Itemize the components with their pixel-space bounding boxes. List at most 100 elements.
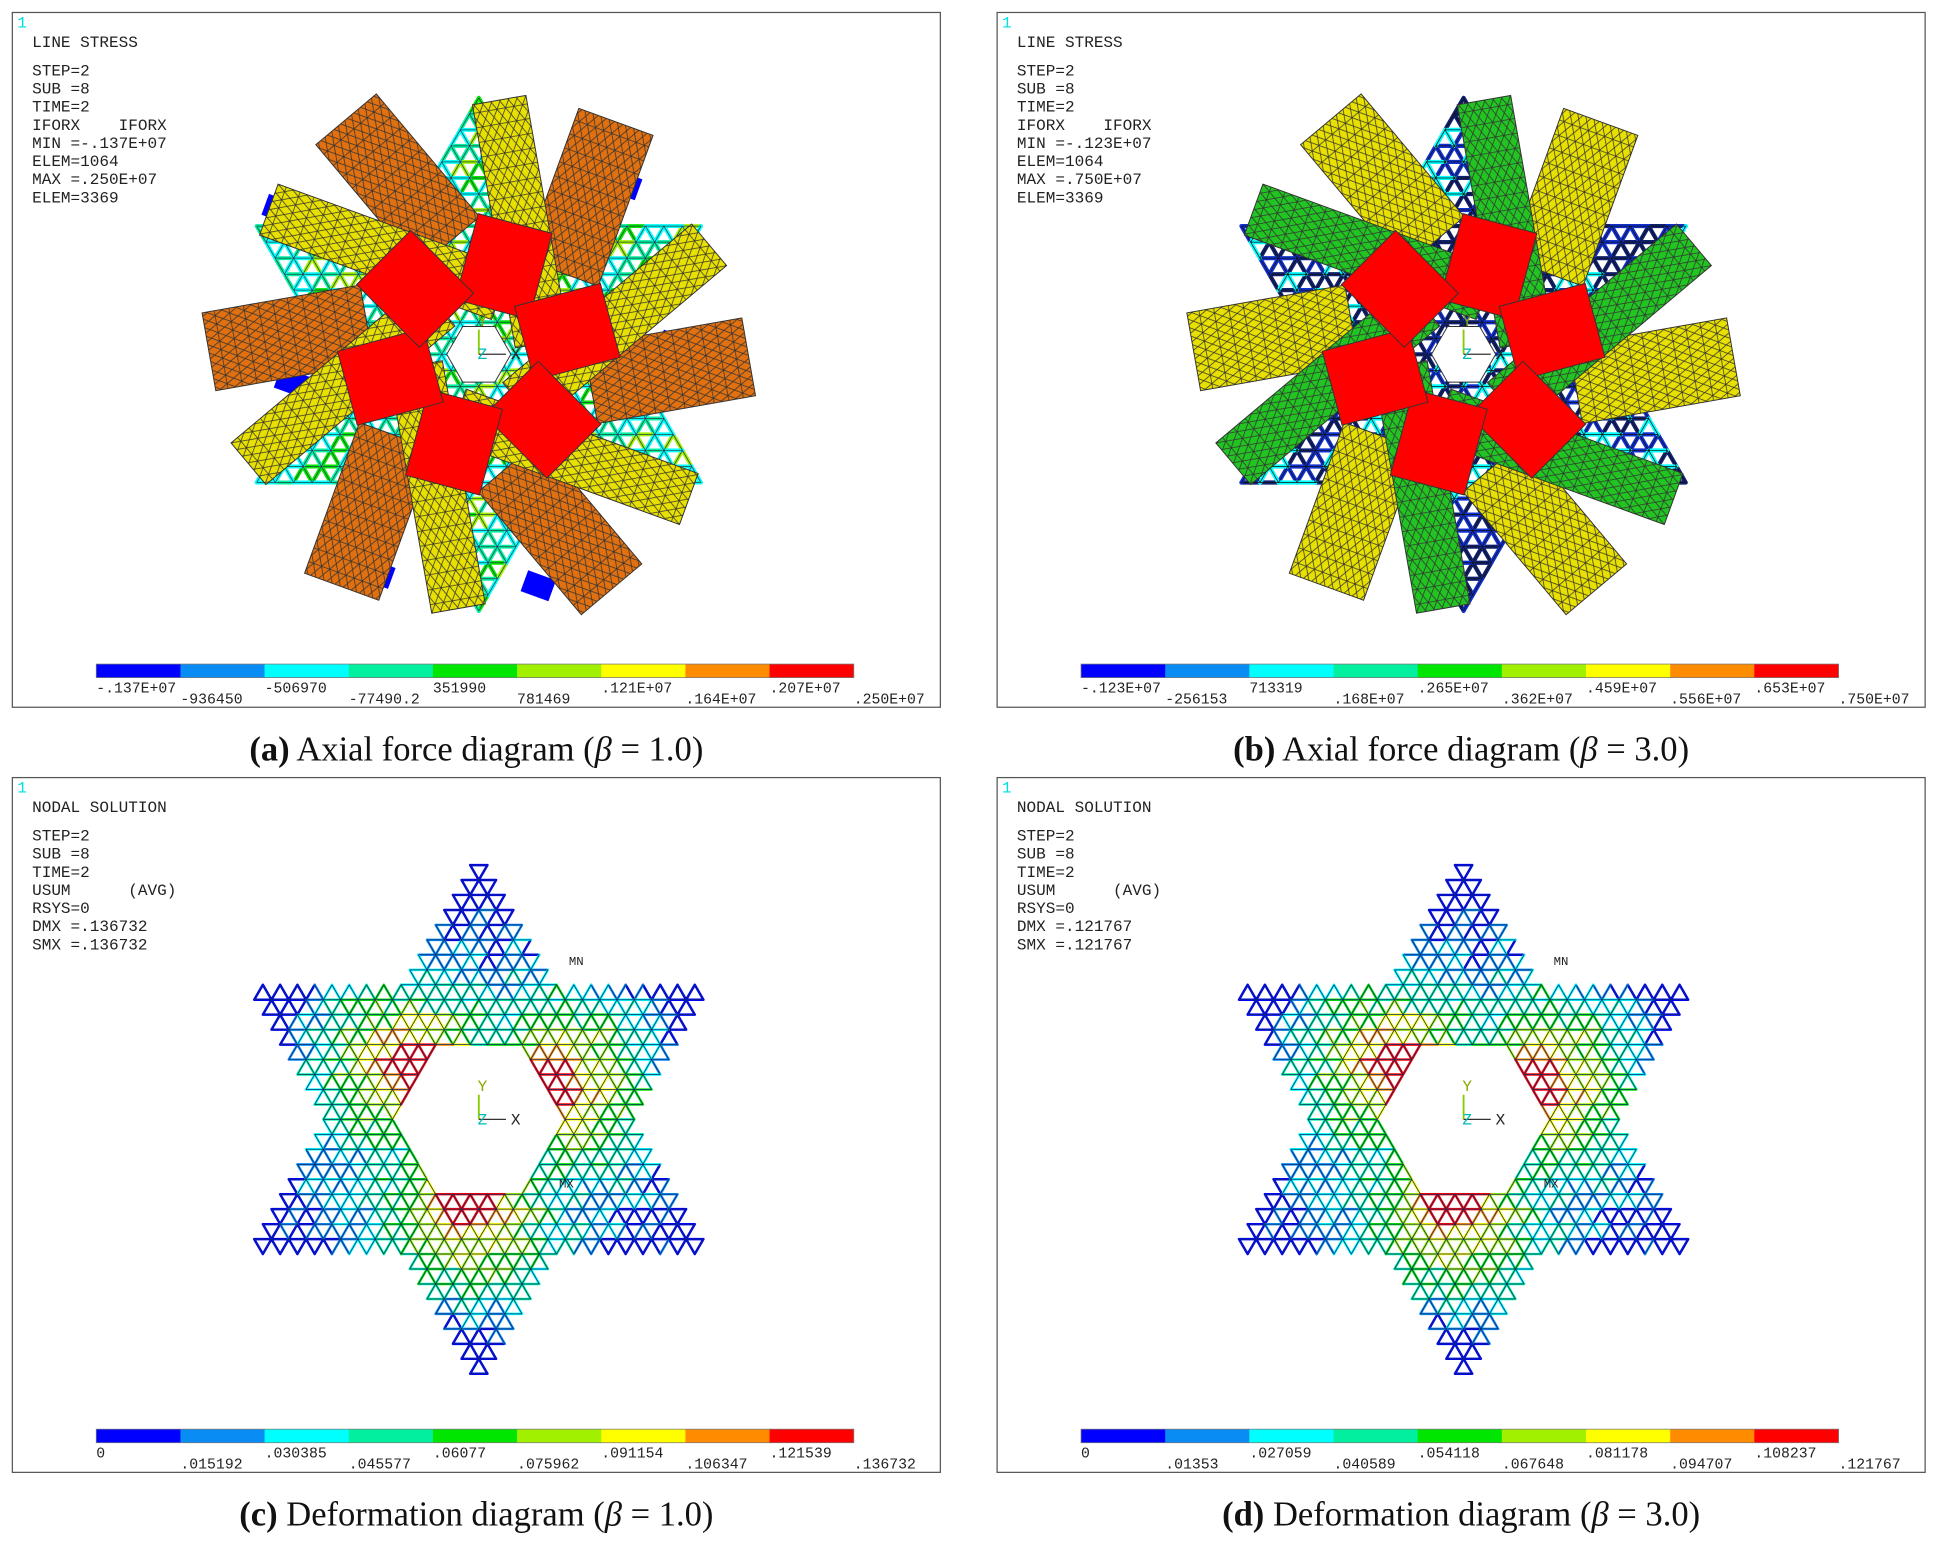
legend-swatch [96,1429,181,1443]
legend-label: .075962 [517,1458,579,1474]
info-line: SUB =8 [32,846,90,864]
legend-swatch [1081,1429,1166,1443]
info-line: TIME=2 [32,99,90,117]
mesh-edges [1238,864,1689,1375]
core-panel [513,282,621,381]
info-line: ELEM=1064 [1017,153,1104,171]
triad-label: Y [1462,1078,1472,1096]
info-line: SMX =.136732 [32,936,147,954]
legend-label: .091154 [601,1447,663,1463]
legend-label: .027059 [1249,1447,1311,1463]
legend-label: .06077 [433,1447,486,1463]
legend-swatch [601,1429,686,1443]
corner-number: 1 [1002,14,1012,32]
info-line: ELEM=1064 [32,153,119,171]
info-line: TIME=2 [32,864,90,882]
legend-label: -.123E+07 [1081,681,1161,697]
info-line: STEP=2 [1017,62,1075,80]
info-line: RSYS=0 [32,900,90,918]
core-panel [1439,212,1538,320]
info-line: ELEM=3369 [32,189,119,207]
info-line: SUB =8 [32,81,90,99]
legend-swatch [432,1429,518,1443]
member-band-fill [1462,441,1627,615]
legend-swatch [685,664,770,678]
legend-swatch [1333,1429,1419,1443]
info-line: USUM (AVG) [1017,882,1161,900]
triad-label: Y [478,1078,488,1096]
legend-label: .168E+07 [1334,693,1405,709]
legend-label: -506970 [265,681,327,697]
info-line: IFORX IFORX [32,117,167,135]
legend-label: 0 [1081,1447,1090,1463]
legend-label: -77490.2 [349,693,420,709]
mesh-edges [253,864,704,1375]
member-band-fill [1373,360,1470,614]
core-panel [336,327,444,426]
triad-label: X [511,1111,521,1129]
info-line: TIME=2 [1017,99,1075,117]
legend-label: .362E+07 [1502,693,1573,709]
legend-label: .207E+07 [770,681,841,697]
member-band-fill [523,108,654,287]
caption-label: (a) [249,730,289,768]
legend-label: .040589 [1334,1458,1396,1474]
triad-label: Y [478,313,488,331]
legend-swatch [1670,664,1755,678]
corner-number: 1 [17,779,27,797]
legend-frame [1080,663,1839,678]
legend-label: -256153 [1165,693,1227,709]
member-band-fill [315,93,480,268]
max-marker: MX [1544,1177,1559,1191]
legend-swatch [1501,664,1587,678]
info-line: USUM (AVG) [32,882,176,900]
triad-label: Y [1462,313,1472,331]
legend-frame [95,663,855,678]
legend-swatch [1333,664,1419,678]
min-marker: MN [1554,955,1569,969]
legend-label: 0 [96,1447,105,1463]
legend-swatch [517,664,602,678]
info-line: DMX =.121767 [1017,918,1132,936]
core-panel [1498,282,1606,381]
legend-label: .136732 [854,1458,916,1474]
triad-label: Z [1462,1111,1472,1129]
legend-swatch [769,664,855,678]
info-line: MIN =-.123E+07 [1017,135,1152,153]
triad-label: X [511,346,521,364]
legend-swatch [1417,664,1503,678]
legend-swatch [1249,1429,1334,1443]
plot-title: NODAL SOLUTION [32,799,167,817]
member-band-fill [1300,93,1465,268]
caption: (c) Deformation diagram (β = 1.0) [239,1495,713,1533]
legend-label: .750E+07 [1838,693,1909,709]
info-line: STEP=2 [32,828,90,846]
legend-swatch [769,1429,855,1443]
caption-symbol: β [1590,1495,1609,1533]
legend-label: 351990 [433,681,486,697]
legend-swatch [264,1429,350,1443]
legend-label: .108237 [1754,1447,1816,1463]
info-line: MAX =.750E+07 [1017,171,1142,189]
legend-swatch [180,1429,265,1443]
core-panel [483,360,602,479]
info-line: IFORX IFORX [1017,117,1152,135]
legend-swatch [1417,1429,1503,1443]
info-line: STEP=2 [32,62,90,80]
info-line: RSYS=0 [1017,900,1075,918]
core-panel [1340,229,1460,349]
legend-label: .045577 [349,1458,411,1474]
triad-label: Z [478,1111,488,1129]
min-marker: MN [569,955,584,969]
caption-text: Axial force diagram ( [290,730,595,768]
caption: (a) Axial force diagram (β = 1.0) [249,730,703,768]
info-line: SMX =.121767 [1017,936,1132,954]
triad-label: X [1496,346,1506,364]
legend-label: .081178 [1586,1447,1648,1463]
legend-label: .121E+07 [601,681,672,697]
legend-label: .015192 [180,1458,242,1474]
info-line: MAX =.250E+07 [32,171,157,189]
core-panel [1389,388,1488,496]
legend-label: .121767 [1838,1458,1900,1474]
